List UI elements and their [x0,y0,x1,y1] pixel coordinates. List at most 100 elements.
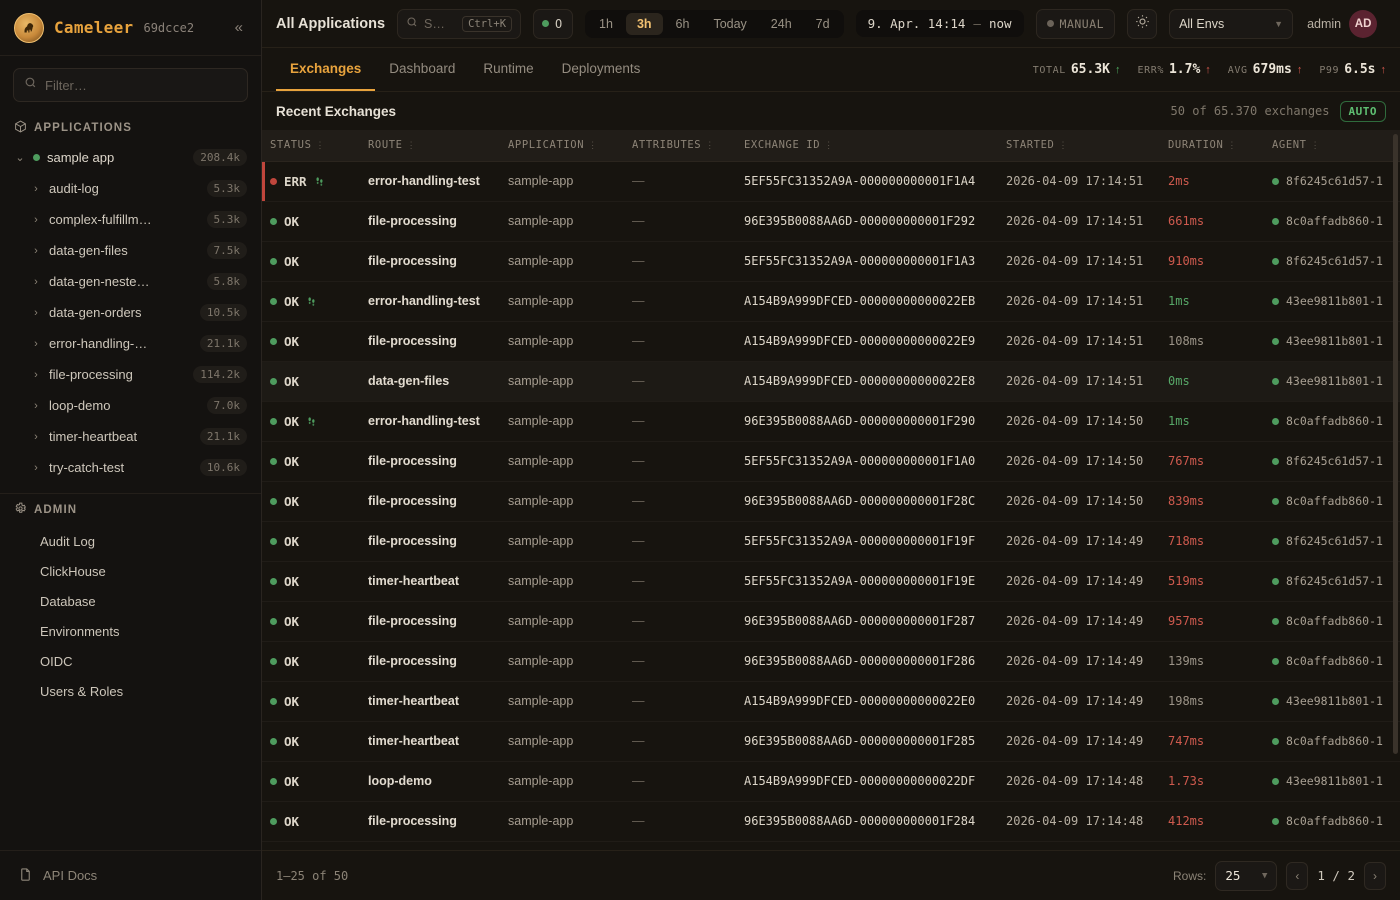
table-scrollbar[interactable] [1393,134,1398,754]
table-row[interactable]: OK file-processing sample-app — 5EF55FC31352… [262,441,1400,481]
status-dot [270,657,277,665]
prev-page-button[interactable]: ‹ [1286,861,1309,890]
next-page-button[interactable]: › [1364,861,1386,890]
tree-item-route[interactable]: › file-processing 114.2k [8,359,253,390]
chevron-right-icon[interactable]: › [34,213,38,226]
column-header-route[interactable]: ROUTE ⋮ [360,130,500,162]
cell-attributes: — [624,521,736,561]
cell-started: 2026-04-09 17:14:51 [998,241,1160,281]
table-row[interactable]: OK file-processing sample-app — A154B9A999DF… [262,321,1400,361]
tree-item-route[interactable]: › loop-demo 7.0k [8,390,253,421]
chevron-right-icon[interactable]: › [34,430,38,443]
tree-item-route[interactable]: › data-gen-files 7.5k [8,235,253,266]
tab-deployments[interactable]: Deployments [561,61,641,76]
tree-item-route[interactable]: › timer-heartbeat 21.1k [8,421,253,452]
pagination-range: 1–25 of 50 [276,868,349,883]
search-icon [406,15,418,33]
chevron-down-icon[interactable]: ⌄ [15,152,25,164]
column-header-agent[interactable]: AGENT ⋮ [1264,130,1400,162]
cell-agent: 43ee9811b801-1 [1264,361,1400,401]
tree-item-route[interactable]: › audit-log 5.3k [8,173,253,204]
chevron-right-icon[interactable]: › [34,399,38,412]
tab-exchanges[interactable]: Exchanges [276,48,376,91]
table-row[interactable]: ERR error-handling-test sample-app — 5EF55FC… [262,161,1400,201]
global-search[interactable]: S… Ctrl+K [397,8,522,39]
api-docs-link[interactable]: API Docs [0,850,261,900]
time-range-24h[interactable]: 24h [770,16,792,31]
admin-item-audit-log[interactable]: Audit Log [40,533,95,549]
route-label: error-handling-test [368,174,480,188]
time-range-7d[interactable]: 7d [815,16,830,31]
cell-duration: 139ms [1160,641,1264,681]
table-row[interactable]: OK timer-heartbeat sample-app — 96E395B0088A… [262,721,1400,761]
chevron-right-icon[interactable]: › [34,461,38,474]
tree-item-sample-app[interactable]: ⌄ sample app 208.4k [8,142,253,173]
tree-item-route[interactable]: › data-gen-orders 10.5k [8,297,253,328]
collapse-sidebar-icon[interactable]: « [234,19,243,36]
table-row[interactable]: OK data-gen-files sample-app — A154B9A999DFC… [262,361,1400,401]
sidebar-filter[interactable] [13,68,248,102]
duration-label: 661ms [1168,214,1205,228]
table-row[interactable]: OK file-processing sample-app — 5EF55FC31352… [262,521,1400,561]
column-header-status[interactable]: STATUS ⋮ [262,130,360,162]
tab-runtime[interactable]: Runtime [483,61,534,76]
tab-dashboard[interactable]: Dashboard [389,61,456,76]
time-range-today[interactable]: Today [713,16,747,31]
admin-item-clickhouse[interactable]: ClickHouse [40,563,106,579]
table-row[interactable]: OK file-processing sample-app — 96E395B0088A… [262,641,1400,681]
column-header-exchange-id[interactable]: EXCHANGE ID ⋮ [736,130,998,162]
auto-refresh-badge[interactable]: AUTO [1339,100,1386,122]
time-range-3h[interactable]: 3h [625,12,663,35]
table-row[interactable]: OK file-processing sample-app — 96E395B0088A… [262,801,1400,841]
table-row[interactable]: OK file-processing sample-app — 96E395B0088A… [262,601,1400,641]
tree-item-route[interactable]: › data-gen-neste… 5.8k [8,266,253,297]
exchange-id-label: 96E395B0088AA6D-000000000001F286 [744,654,976,668]
agent-label: 8c0affadb860-1 [1286,214,1383,228]
manual-refresh-pill[interactable]: MANUAL [1035,8,1116,39]
table-row[interactable]: OK timer-heartbeat sample-app — 5EF55FC31352… [262,561,1400,601]
sidebar-filter-input[interactable] [45,77,237,93]
user-menu[interactable]: admin AD [1307,9,1378,38]
theme-toggle-button[interactable] [1127,8,1158,39]
table-row[interactable]: OK file-processing sample-app — 5EF55FC31352… [262,241,1400,281]
trace-footprints-icon[interactable] [306,416,317,427]
column-header-duration[interactable]: DURATION ⋮ [1160,130,1264,162]
column-header-started[interactable]: STARTED ⋮ [998,130,1160,162]
tree-item-route[interactable]: › try-catch-test 10.6k [8,452,253,483]
status-dot [270,297,277,305]
rows-per-page-select[interactable]: 25 ▼ [1215,860,1278,891]
time-range-6h[interactable]: 6h [675,16,690,31]
table-row[interactable]: OK file-processing sample-app — 96E395B0088A… [262,201,1400,241]
time-range-display[interactable]: 9. Apr. 14:14 – now [855,10,1024,37]
tree-item-route[interactable]: › error-handling-… 21.1k [8,328,253,359]
agent-status-dot [1272,737,1279,745]
chevron-right-icon[interactable]: › [34,368,38,381]
chevron-right-icon[interactable]: › [34,306,38,319]
attributes-label: — [632,254,645,268]
chevron-right-icon[interactable]: › [34,337,38,350]
admin-item-database[interactable]: Database [40,593,96,609]
avatar[interactable]: AD [1349,9,1378,38]
chevron-right-icon[interactable]: › [34,182,38,195]
route-label: file-processing [368,654,457,668]
table-row[interactable]: OK file-processing sample-app — 96E395B0088A… [262,481,1400,521]
chevron-right-icon[interactable]: › [34,244,38,257]
table-row[interactable]: OK error-handling-test sample-app — 96E395B0… [262,401,1400,441]
column-header-attributes[interactable]: ATTRIBUTES ⋮ [624,130,736,162]
admin-item-environments[interactable]: Environments [40,623,120,639]
table-row[interactable]: OK timer-heartbeat sample-app — A154B9A999DF… [262,681,1400,721]
table-row[interactable]: OK error-handling-test sample-app — A154B9A9… [262,281,1400,321]
time-range-1h[interactable]: 1h [599,16,613,31]
environment-select[interactable]: All Envs ▼ [1169,8,1294,39]
trace-footprints-icon[interactable] [306,296,317,307]
column-header-application[interactable]: APPLICATION ⋮ [500,130,624,162]
trace-footprints-icon[interactable] [314,176,325,187]
chevron-right-icon[interactable]: › [34,275,38,288]
table-row[interactable]: OK loop-demo sample-app — A154B9A999DFCED-00… [262,761,1400,801]
admin-item-oidc[interactable]: OIDC [40,653,73,669]
connection-status-pill[interactable]: O [533,8,574,39]
tree-item-route[interactable]: › complex-fulfillm… 5.3k [8,204,253,235]
admin-item-users-roles[interactable]: Users & Roles [40,683,124,699]
cell-attributes: — [624,201,736,241]
cell-duration: 747ms [1160,721,1264,761]
